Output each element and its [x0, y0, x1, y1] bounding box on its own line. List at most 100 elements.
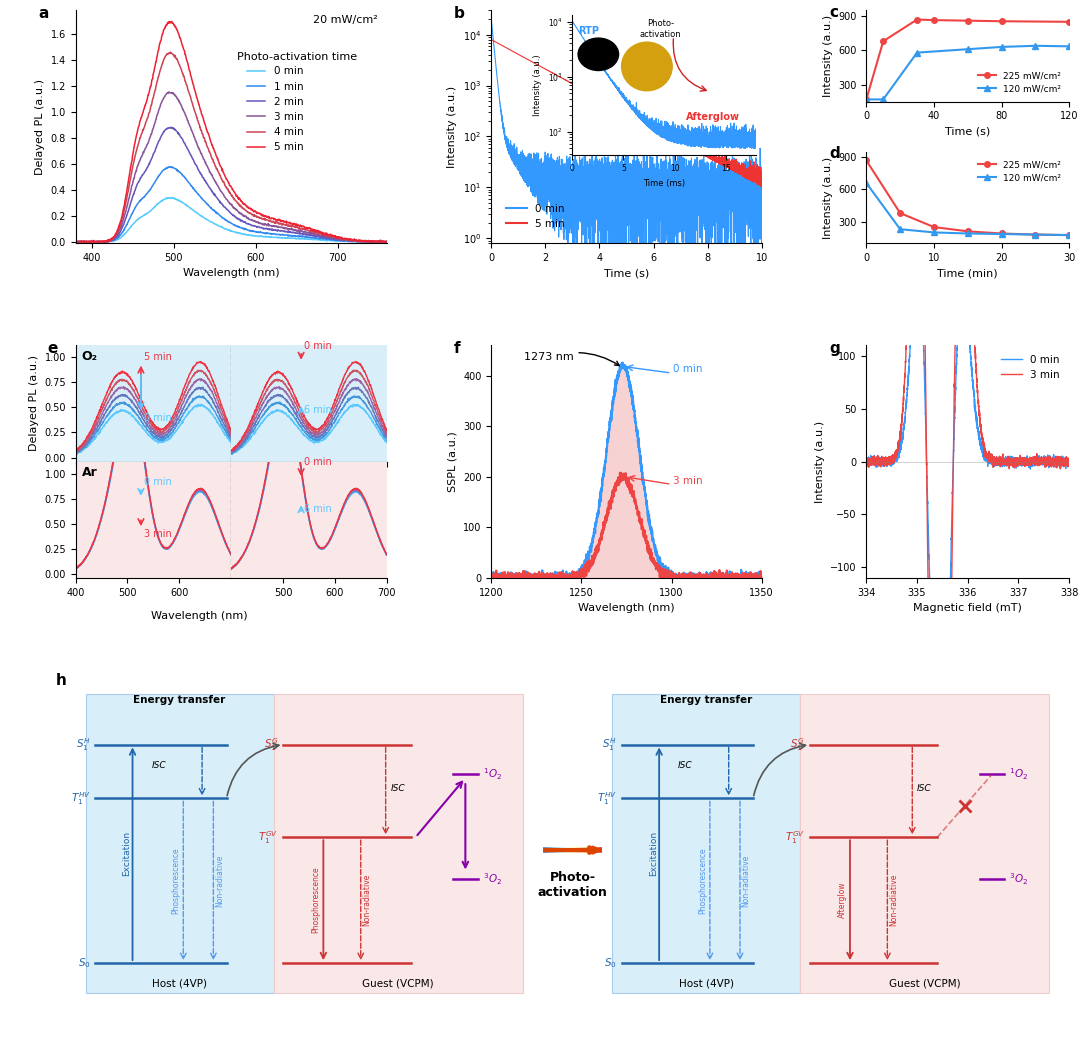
4 min	[259, 213, 272, 226]
Y-axis label: Delayed PL (a.u.): Delayed PL (a.u.)	[29, 355, 39, 452]
4 min	[268, 217, 281, 229]
Text: a: a	[38, 6, 49, 21]
3 min	[485, 572, 498, 584]
Text: d: d	[829, 147, 840, 161]
Text: $S_0$: $S_0$	[78, 956, 91, 970]
Text: Photo-
activation: Photo- activation	[538, 870, 607, 898]
1 min	[251, 226, 264, 238]
Text: Non-radiative: Non-radiative	[742, 855, 751, 907]
Text: $^1O_2$: $^1O_2$	[483, 766, 502, 782]
3 min	[163, 85, 176, 98]
Text: Guest (VCPM): Guest (VCPM)	[362, 979, 434, 988]
225 mW/cm²	[1063, 229, 1076, 242]
225 mW/cm²	[1063, 16, 1076, 28]
4 min	[69, 235, 82, 248]
3 min	[912, 30, 924, 43]
Text: $^1O_2$: $^1O_2$	[1010, 766, 1028, 782]
Text: 20 mW/cm²: 20 mW/cm²	[312, 15, 377, 25]
2 min	[251, 221, 264, 233]
X-axis label: Time (min): Time (min)	[937, 269, 998, 278]
0 min	[251, 230, 264, 243]
Y-axis label: Delayed PL (a.u.): Delayed PL (a.u.)	[35, 79, 45, 175]
Text: Wavelength (nm): Wavelength (nm)	[151, 611, 248, 621]
0 min	[1063, 455, 1076, 467]
0 min	[1058, 454, 1071, 466]
225 mW/cm²	[961, 15, 974, 27]
Text: b: b	[454, 6, 464, 21]
120 mW/cm²	[928, 226, 941, 238]
0 min	[860, 454, 873, 466]
120 mW/cm²	[910, 47, 923, 59]
Text: Host (4VP): Host (4VP)	[678, 979, 733, 988]
0 min	[937, 899, 950, 912]
120 mW/cm²	[860, 177, 873, 189]
225 mW/cm²	[910, 14, 923, 26]
Text: 0 min: 0 min	[305, 457, 332, 467]
120 mW/cm²	[961, 43, 974, 55]
Text: 0 min: 0 min	[144, 477, 172, 487]
3 min	[860, 454, 873, 466]
Text: Phosphorescence: Phosphorescence	[698, 847, 707, 914]
2 min	[89, 234, 102, 247]
3 min	[251, 215, 264, 228]
Line: 0 min: 0 min	[866, 244, 1069, 929]
Y-axis label: Intensity (a.u.): Intensity (a.u.)	[823, 15, 833, 97]
Text: Phosphorescence: Phosphorescence	[172, 847, 180, 914]
Text: Ar: Ar	[82, 466, 97, 479]
2 min	[165, 121, 178, 133]
Text: $T_1^{GV}$: $T_1^{GV}$	[258, 829, 279, 845]
Text: 0 min: 0 min	[305, 340, 332, 351]
Text: ISC: ISC	[391, 784, 405, 793]
0 min	[69, 235, 82, 248]
5 min	[380, 235, 393, 248]
Line: 2 min: 2 min	[76, 127, 387, 242]
1 min	[163, 160, 176, 173]
0 min	[609, 374, 622, 386]
2 min	[258, 223, 271, 235]
Text: c: c	[829, 5, 839, 20]
3 min	[698, 568, 711, 581]
Text: 6 min: 6 min	[305, 405, 332, 414]
0 min	[485, 572, 498, 584]
Text: Non-radiative: Non-radiative	[889, 874, 897, 926]
Text: 1273 nm: 1273 nm	[524, 353, 619, 365]
1 min	[89, 235, 102, 248]
Text: ISC: ISC	[678, 761, 692, 770]
120 mW/cm²	[1063, 229, 1076, 242]
225 mW/cm²	[1029, 228, 1042, 240]
Text: $T_1^{HV}$: $T_1^{HV}$	[597, 790, 617, 807]
Line: 3 min: 3 min	[491, 473, 761, 578]
Text: Afterglow: Afterglow	[838, 882, 847, 918]
225 mW/cm²	[860, 154, 873, 167]
Text: $T_1^{HV}$: $T_1^{HV}$	[70, 790, 91, 807]
0 min	[946, 464, 959, 477]
Line: 120 mW/cm²: 120 mW/cm²	[864, 43, 1072, 102]
3 min	[883, 454, 896, 466]
Text: Host (4VP): Host (4VP)	[152, 979, 207, 988]
4 min	[380, 235, 393, 248]
225 mW/cm²	[893, 207, 906, 220]
1 min	[268, 228, 281, 240]
Line: 3 min: 3 min	[866, 36, 1069, 1041]
Text: f: f	[454, 340, 460, 356]
Text: 0 min: 0 min	[144, 413, 172, 423]
0 min	[268, 231, 281, 244]
1 min	[306, 231, 319, 244]
225 mW/cm²	[995, 227, 1008, 239]
0 min	[895, 438, 908, 451]
Text: Non-radiative: Non-radiative	[215, 855, 224, 907]
FancyBboxPatch shape	[273, 693, 523, 993]
Text: $S_0$: $S_0$	[605, 956, 617, 970]
Text: 3 min: 3 min	[674, 477, 703, 486]
4 min	[306, 225, 319, 237]
Line: 120 mW/cm²: 120 mW/cm²	[864, 180, 1072, 238]
X-axis label: Magnetic field (mT): Magnetic field (mT)	[914, 603, 1022, 613]
Text: $S_1^G$: $S_1^G$	[264, 736, 279, 753]
Text: O₂: O₂	[82, 350, 98, 363]
Text: $S_1^H$: $S_1^H$	[76, 736, 91, 753]
5 min	[251, 207, 264, 220]
3 min	[946, 469, 959, 482]
Text: Phosphorescence: Phosphorescence	[311, 867, 321, 934]
Line: 0 min: 0 min	[76, 198, 387, 242]
2 min	[306, 229, 319, 242]
